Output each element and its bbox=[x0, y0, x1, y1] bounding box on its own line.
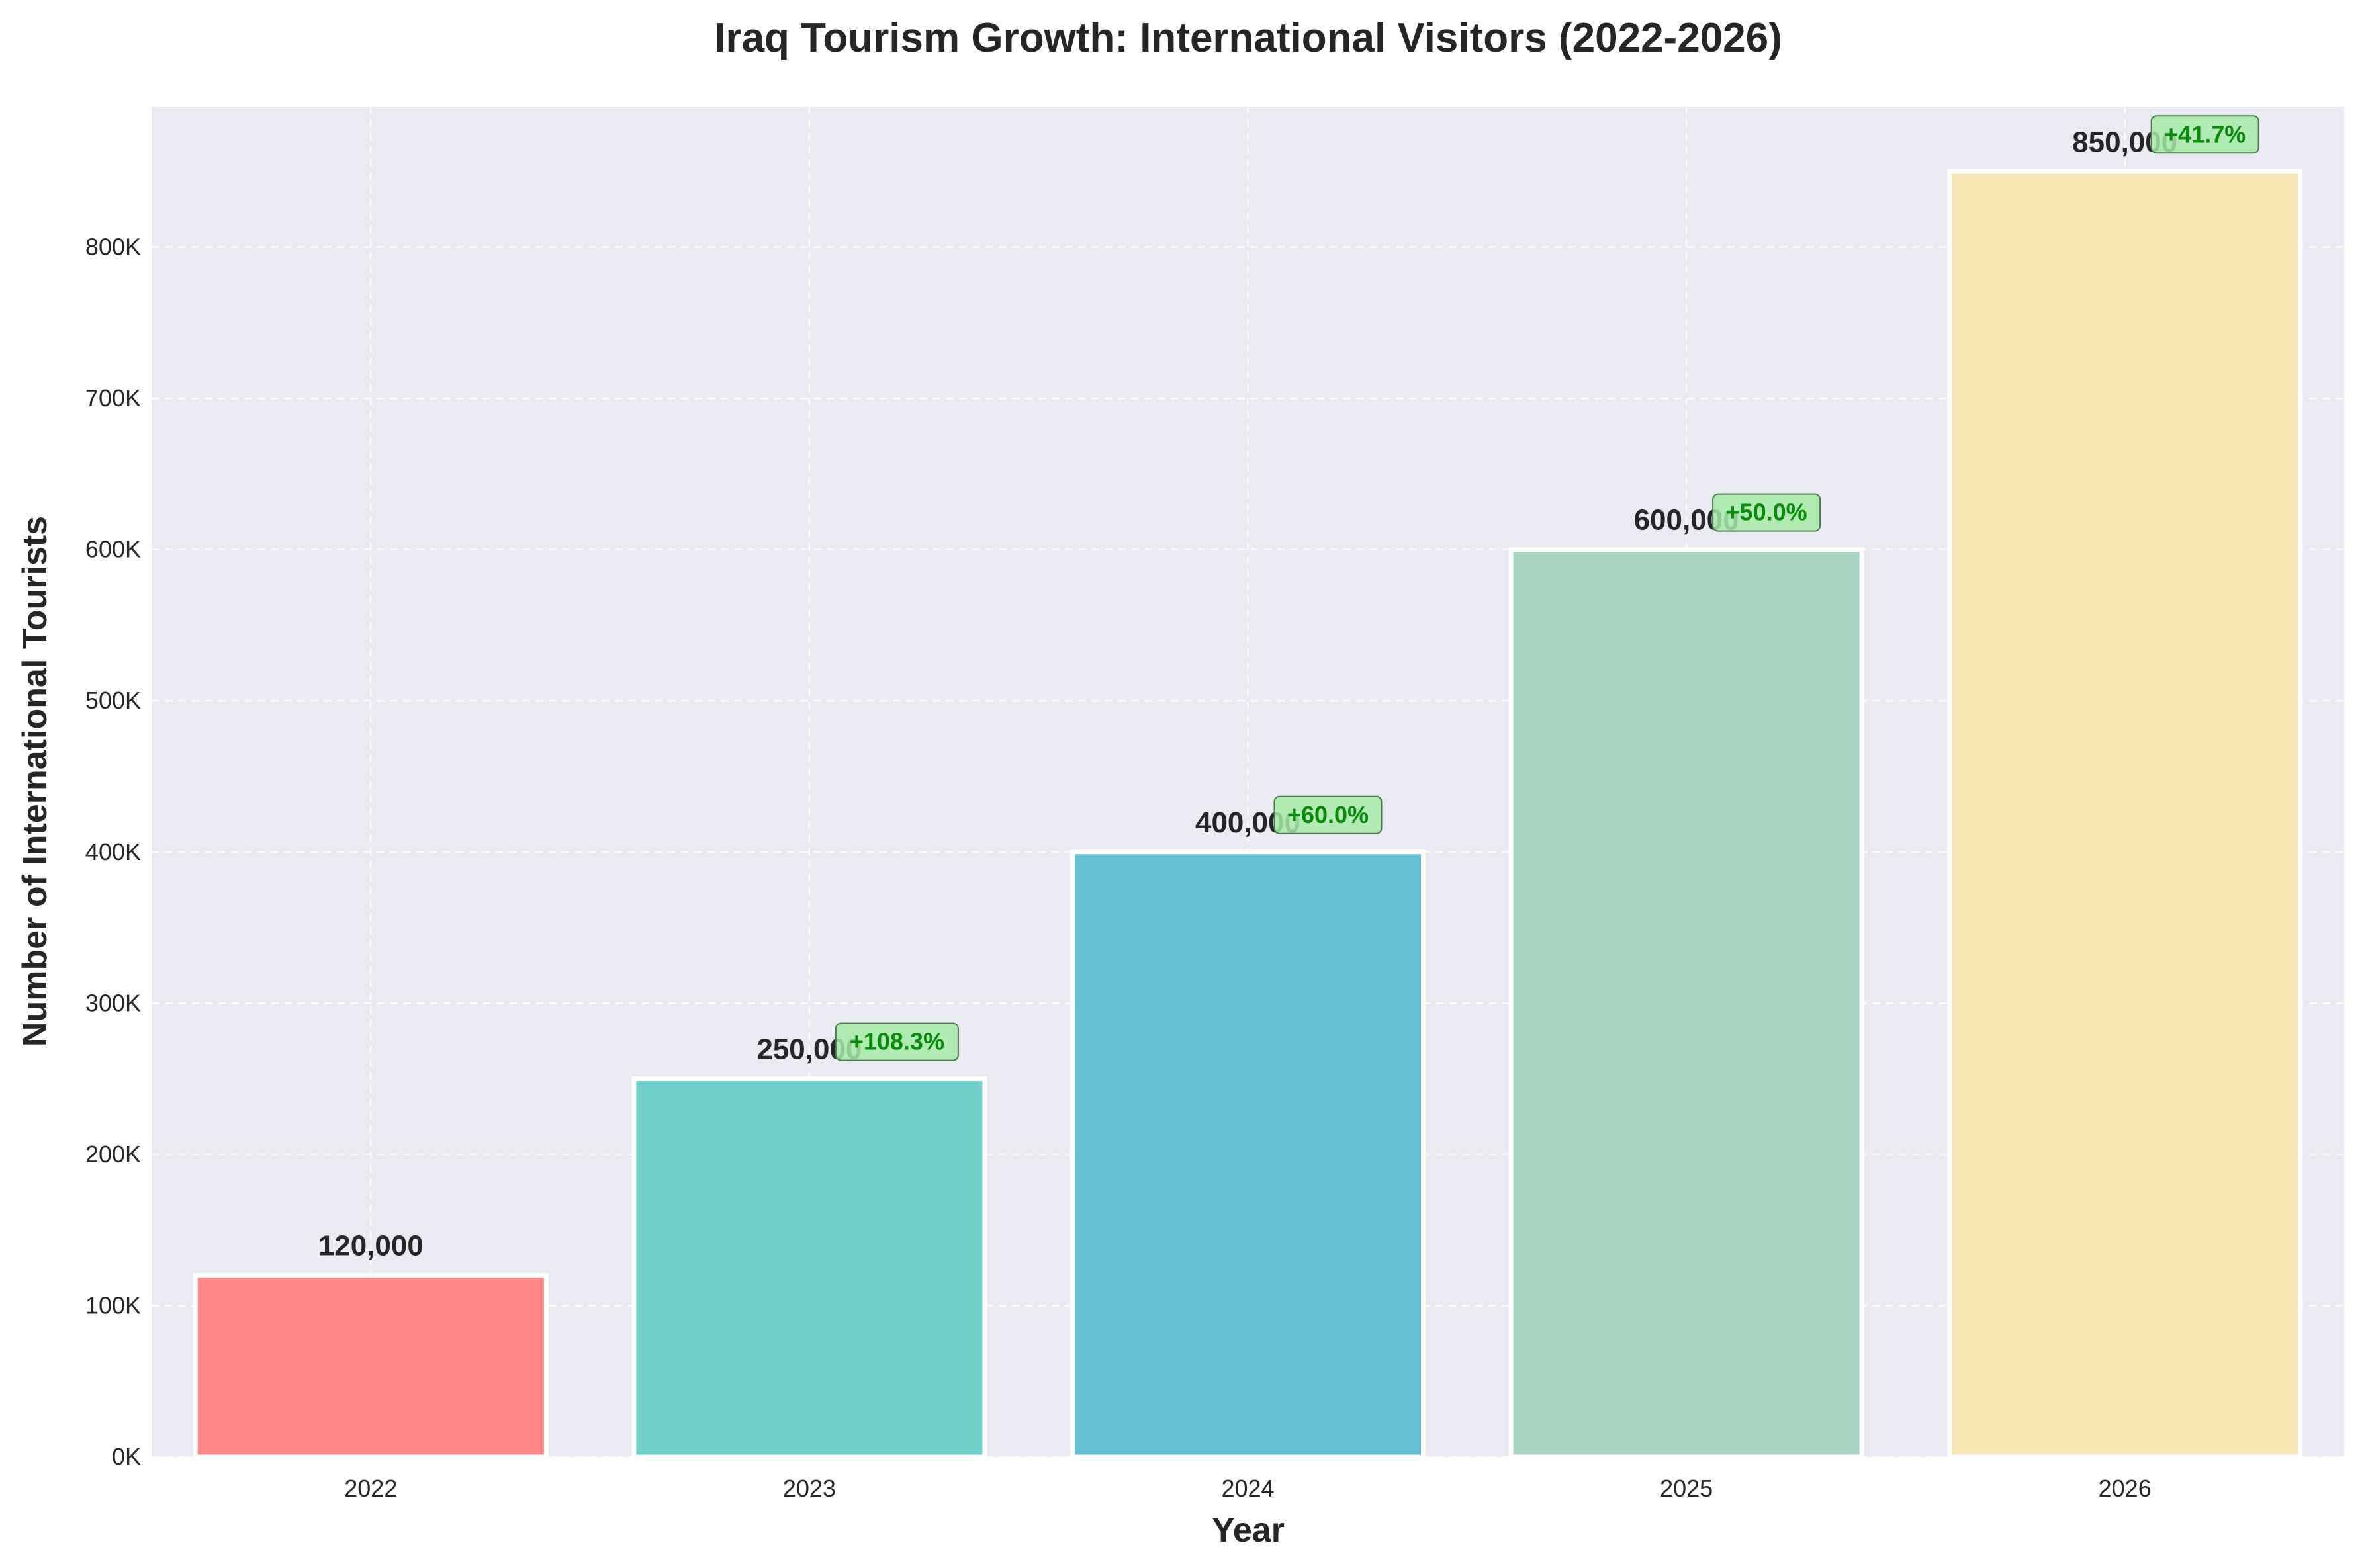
y-tick-label: 600K bbox=[85, 536, 141, 563]
bar-2023 bbox=[631, 1076, 987, 1459]
y-tick-label: 800K bbox=[85, 234, 141, 261]
growth-badge bbox=[2150, 115, 2259, 154]
x-axis-title: Year bbox=[1212, 1511, 1285, 1549]
growth-label: +60.0% bbox=[1287, 801, 1369, 828]
y-tick-label: 0K bbox=[112, 1443, 141, 1470]
tick-labels: 0K 100K 200K 300K 400K 500K 600K 700K 800K 2022 20… bbox=[85, 234, 2152, 1502]
x-tick-label: 2025 bbox=[1660, 1475, 1713, 1502]
x-tick-label: 2022 bbox=[344, 1475, 397, 1502]
growth-label: +41.7% bbox=[2164, 120, 2246, 148]
growth-label: +108.3% bbox=[850, 1028, 944, 1055]
data-labels: 120,000250,000+108.3%400,000+60.0%600,00… bbox=[318, 115, 2259, 1262]
bar-2025 bbox=[1508, 547, 1864, 1459]
growth-label: +50.0% bbox=[1726, 499, 1807, 526]
y-axis-title: Number of International Tourists bbox=[16, 516, 54, 1047]
y-tick-label: 700K bbox=[85, 384, 141, 412]
y-tick-label: 500K bbox=[85, 687, 141, 714]
chart-title: Iraq Tourism Growth: International Visit… bbox=[714, 15, 1782, 61]
x-tick-label: 2023 bbox=[783, 1475, 836, 1502]
x-tick-label: 2024 bbox=[1221, 1475, 1274, 1502]
growth-badge bbox=[1273, 795, 1383, 834]
value-label: 120,000 bbox=[318, 1230, 424, 1262]
growth-badge bbox=[1712, 493, 1821, 532]
y-tick-label: 400K bbox=[85, 838, 141, 865]
x-tick-label: 2026 bbox=[2099, 1475, 2152, 1502]
y-tick-label: 100K bbox=[85, 1291, 141, 1319]
y-tick-label: 300K bbox=[85, 989, 141, 1016]
y-tick-label: 200K bbox=[85, 1141, 141, 1168]
growth-badge bbox=[835, 1022, 959, 1061]
bar-2024 bbox=[1069, 849, 1426, 1459]
bars bbox=[193, 169, 2303, 1459]
bar-2022 bbox=[193, 1273, 549, 1459]
bar-2026 bbox=[1947, 169, 2303, 1459]
